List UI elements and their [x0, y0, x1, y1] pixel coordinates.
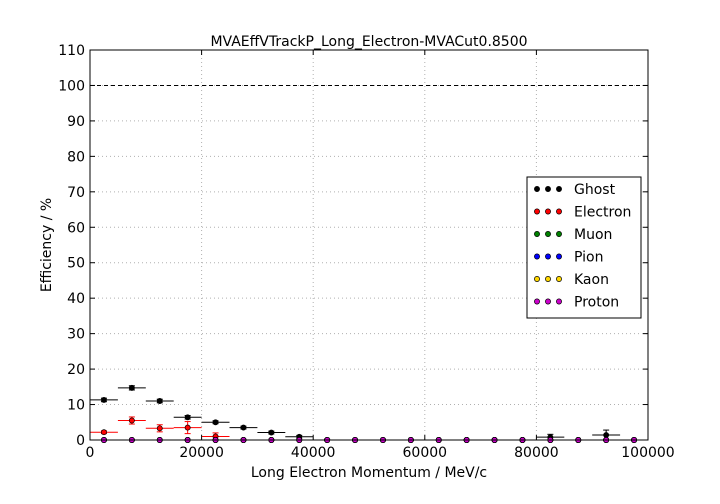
legend: Ghost Electron Muon Pion Kaon Proton: [526, 176, 642, 319]
legend-label: Ghost: [574, 182, 616, 198]
legend-marker: [545, 253, 551, 260]
x-tick-label: 40000: [291, 445, 336, 461]
data-point: [603, 432, 610, 438]
data-point: [156, 425, 163, 432]
x-tick-label: 20000: [179, 445, 224, 461]
legend-marker: [556, 231, 562, 237]
y-tick-label: 10: [67, 398, 85, 414]
chart-title: MVAEffVTrackP_Long_Electron-MVACut0.8500: [210, 34, 527, 50]
y-tick-label: 0: [76, 433, 85, 449]
legend-marker: [534, 253, 540, 260]
legend-marker: [534, 186, 540, 192]
legend-marker: [534, 276, 540, 282]
legend-marker: [556, 253, 562, 260]
legend-marker: [556, 186, 562, 192]
x-tick-label: 0: [86, 445, 95, 461]
legend-marker: [534, 208, 540, 215]
y-tick-label: 20: [67, 362, 85, 378]
data-point: [100, 429, 107, 436]
data-layer: [90, 384, 648, 443]
y-tick-label: 110: [58, 43, 85, 59]
y-tick-label: 70: [67, 185, 85, 201]
y-axis-title: Efficiency / %: [39, 198, 55, 292]
legend-label: Kaon: [574, 272, 609, 288]
legend-marker: [545, 298, 551, 305]
x-tick-label: 80000: [514, 445, 559, 461]
legend-marker: [556, 298, 562, 305]
legend-label: Electron: [574, 205, 631, 221]
legend-marker: [545, 186, 551, 192]
legend-label: Muon: [574, 227, 612, 243]
data-point: [184, 414, 191, 421]
legend-label: Pion: [574, 250, 603, 266]
data-point: [240, 424, 247, 431]
x-axis-title: Long Electron Momentum / MeV/c: [251, 465, 487, 481]
data-point: [268, 429, 275, 436]
y-tick-label: 80: [67, 149, 85, 165]
x-tick-label: 60000: [403, 445, 448, 461]
legend-marker: [545, 231, 551, 237]
data-point: [100, 396, 107, 403]
y-tick-label: 100: [58, 78, 85, 94]
legend-marker: [556, 208, 562, 215]
y-tick-label: 30: [67, 327, 85, 343]
data-point: [156, 398, 163, 404]
data-point: [128, 384, 135, 391]
data-point: [184, 424, 191, 431]
legend-label: Proton: [574, 295, 619, 311]
data-point: [128, 417, 135, 424]
legend-marker: [534, 298, 540, 305]
legend-marker: [545, 276, 551, 282]
y-tick-label: 40: [67, 291, 85, 307]
legend-box: [526, 176, 642, 319]
data-point: [212, 419, 219, 426]
axis-ticks: 0 20000 40000 60000 80000 100000 0 10 20 30 40 50 60…: [58, 43, 674, 461]
y-tick-label: 60: [67, 220, 85, 236]
legend-marker: [545, 208, 551, 215]
plot-frame: [89, 49, 649, 441]
legend-marker: [534, 231, 540, 237]
y-tick-label: 50: [67, 256, 85, 272]
y-tick-label: 90: [67, 114, 85, 130]
x-tick-label: 100000: [621, 445, 674, 461]
legend-marker: [556, 276, 562, 282]
